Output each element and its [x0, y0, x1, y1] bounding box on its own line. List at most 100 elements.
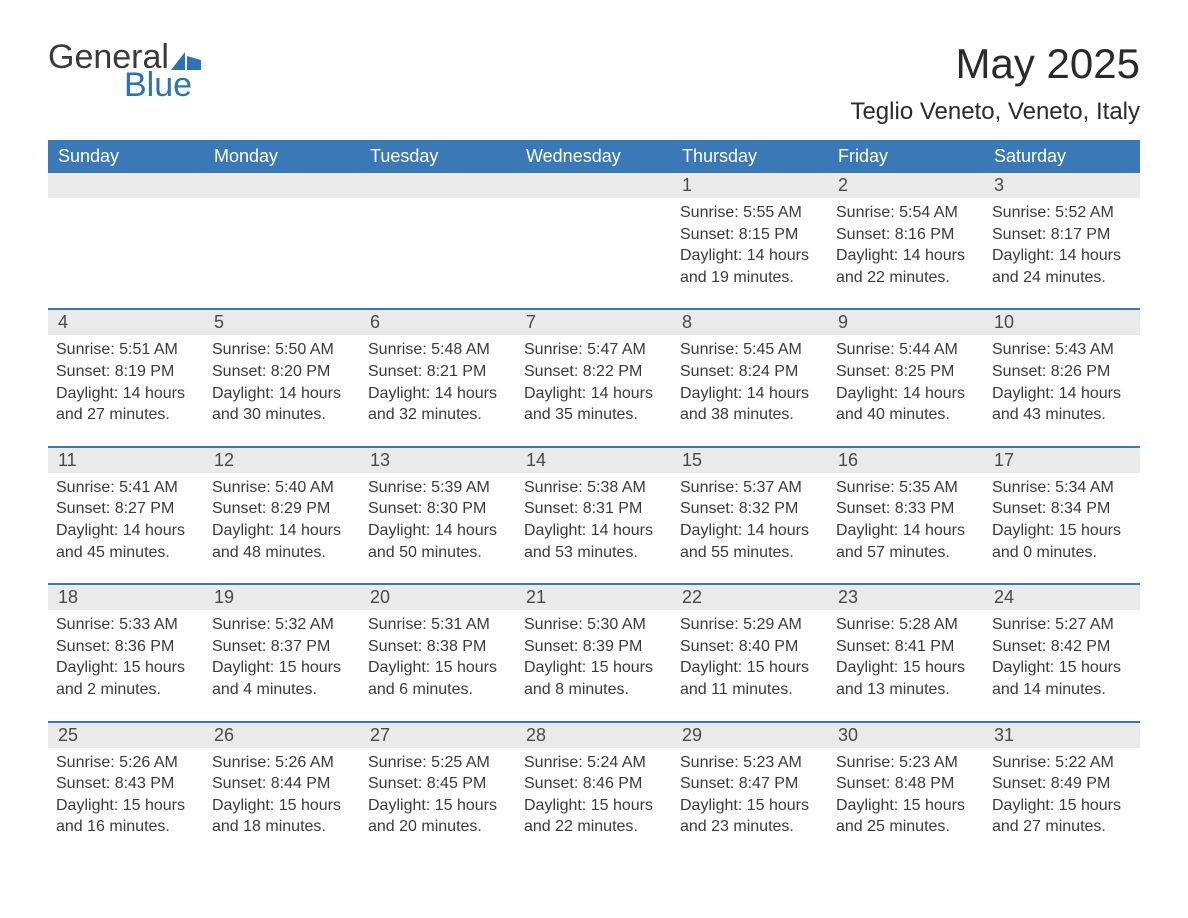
day-number: 19	[204, 585, 360, 610]
sunrise-text: Sunrise: 5:23 AM	[680, 752, 820, 774]
sunrise-text: Sunrise: 5:39 AM	[368, 477, 508, 499]
day-cell: 11Sunrise: 5:41 AMSunset: 8:27 PMDayligh…	[48, 448, 204, 569]
day-cell: 16Sunrise: 5:35 AMSunset: 8:33 PMDayligh…	[828, 448, 984, 569]
day-number: 24	[984, 585, 1140, 610]
day-number	[48, 173, 204, 198]
day-cell: 5Sunrise: 5:50 AMSunset: 8:20 PMDaylight…	[204, 310, 360, 431]
daylight-text: Daylight: 14 hours and 57 minutes.	[836, 520, 976, 563]
day-number: 26	[204, 723, 360, 748]
sunset-text: Sunset: 8:16 PM	[836, 224, 976, 246]
sunrise-text: Sunrise: 5:32 AM	[212, 614, 352, 636]
sunset-text: Sunset: 8:29 PM	[212, 498, 352, 520]
sunset-text: Sunset: 8:47 PM	[680, 773, 820, 795]
sunrise-text: Sunrise: 5:35 AM	[836, 477, 976, 499]
day-body: Sunrise: 5:25 AMSunset: 8:45 PMDaylight:…	[360, 748, 516, 844]
daylight-text: Daylight: 14 hours and 45 minutes.	[56, 520, 196, 563]
dow-monday: Monday	[204, 140, 360, 173]
day-cell: 14Sunrise: 5:38 AMSunset: 8:31 PMDayligh…	[516, 448, 672, 569]
sunset-text: Sunset: 8:22 PM	[524, 361, 664, 383]
day-number: 28	[516, 723, 672, 748]
day-number: 15	[672, 448, 828, 473]
daylight-text: Daylight: 14 hours and 40 minutes.	[836, 383, 976, 426]
sunset-text: Sunset: 8:36 PM	[56, 636, 196, 658]
daylight-text: Daylight: 15 hours and 14 minutes.	[992, 657, 1132, 700]
sunset-text: Sunset: 8:19 PM	[56, 361, 196, 383]
day-body: Sunrise: 5:28 AMSunset: 8:41 PMDaylight:…	[828, 610, 984, 706]
sunrise-text: Sunrise: 5:47 AM	[524, 339, 664, 361]
daylight-text: Daylight: 14 hours and 32 minutes.	[368, 383, 508, 426]
day-body: Sunrise: 5:26 AMSunset: 8:44 PMDaylight:…	[204, 748, 360, 844]
day-cell: 1Sunrise: 5:55 AMSunset: 8:15 PMDaylight…	[672, 173, 828, 294]
day-cell	[360, 173, 516, 294]
day-number: 23	[828, 585, 984, 610]
day-body: Sunrise: 5:24 AMSunset: 8:46 PMDaylight:…	[516, 748, 672, 844]
title-block: May 2025 Teglio Veneto, Veneto, Italy	[850, 40, 1140, 126]
daylight-text: Daylight: 15 hours and 11 minutes.	[680, 657, 820, 700]
day-number	[516, 173, 672, 198]
daylight-text: Daylight: 15 hours and 2 minutes.	[56, 657, 196, 700]
sunrise-text: Sunrise: 5:33 AM	[56, 614, 196, 636]
sunset-text: Sunset: 8:44 PM	[212, 773, 352, 795]
dow-sunday: Sunday	[48, 140, 204, 173]
day-cell: 15Sunrise: 5:37 AMSunset: 8:32 PMDayligh…	[672, 448, 828, 569]
week-row: 1Sunrise: 5:55 AMSunset: 8:15 PMDaylight…	[48, 173, 1140, 294]
day-number: 5	[204, 310, 360, 335]
day-body: Sunrise: 5:47 AMSunset: 8:22 PMDaylight:…	[516, 335, 672, 431]
sunset-text: Sunset: 8:41 PM	[836, 636, 976, 658]
day-body: Sunrise: 5:48 AMSunset: 8:21 PMDaylight:…	[360, 335, 516, 431]
day-cell: 9Sunrise: 5:44 AMSunset: 8:25 PMDaylight…	[828, 310, 984, 431]
day-cell: 24Sunrise: 5:27 AMSunset: 8:42 PMDayligh…	[984, 585, 1140, 706]
daylight-text: Daylight: 15 hours and 22 minutes.	[524, 795, 664, 838]
day-body: Sunrise: 5:23 AMSunset: 8:48 PMDaylight:…	[828, 748, 984, 844]
sunrise-text: Sunrise: 5:24 AM	[524, 752, 664, 774]
daylight-text: Daylight: 14 hours and 48 minutes.	[212, 520, 352, 563]
day-number: 22	[672, 585, 828, 610]
day-number: 2	[828, 173, 984, 198]
sunset-text: Sunset: 8:49 PM	[992, 773, 1132, 795]
day-number: 12	[204, 448, 360, 473]
daylight-text: Daylight: 14 hours and 38 minutes.	[680, 383, 820, 426]
sunset-text: Sunset: 8:34 PM	[992, 498, 1132, 520]
day-number: 25	[48, 723, 204, 748]
day-body: Sunrise: 5:54 AMSunset: 8:16 PMDaylight:…	[828, 198, 984, 294]
daylight-text: Daylight: 15 hours and 23 minutes.	[680, 795, 820, 838]
sunrise-text: Sunrise: 5:22 AM	[992, 752, 1132, 774]
sunset-text: Sunset: 8:25 PM	[836, 361, 976, 383]
day-cell: 21Sunrise: 5:30 AMSunset: 8:39 PMDayligh…	[516, 585, 672, 706]
daylight-text: Daylight: 15 hours and 20 minutes.	[368, 795, 508, 838]
calendar: Sunday Monday Tuesday Wednesday Thursday…	[48, 140, 1140, 844]
sunrise-text: Sunrise: 5:34 AM	[992, 477, 1132, 499]
day-body: Sunrise: 5:39 AMSunset: 8:30 PMDaylight:…	[360, 473, 516, 569]
sunrise-text: Sunrise: 5:31 AM	[368, 614, 508, 636]
day-body: Sunrise: 5:41 AMSunset: 8:27 PMDaylight:…	[48, 473, 204, 569]
sunrise-text: Sunrise: 5:48 AM	[368, 339, 508, 361]
daylight-text: Daylight: 15 hours and 25 minutes.	[836, 795, 976, 838]
sunset-text: Sunset: 8:27 PM	[56, 498, 196, 520]
daylight-text: Daylight: 14 hours and 19 minutes.	[680, 245, 820, 288]
daylight-text: Daylight: 14 hours and 43 minutes.	[992, 383, 1132, 426]
sunset-text: Sunset: 8:26 PM	[992, 361, 1132, 383]
day-cell: 10Sunrise: 5:43 AMSunset: 8:26 PMDayligh…	[984, 310, 1140, 431]
week-row: 18Sunrise: 5:33 AMSunset: 8:36 PMDayligh…	[48, 583, 1140, 706]
weeks-container: 1Sunrise: 5:55 AMSunset: 8:15 PMDaylight…	[48, 173, 1140, 844]
day-number: 17	[984, 448, 1140, 473]
daylight-text: Daylight: 14 hours and 24 minutes.	[992, 245, 1132, 288]
sunset-text: Sunset: 8:46 PM	[524, 773, 664, 795]
day-number	[360, 173, 516, 198]
day-body: Sunrise: 5:51 AMSunset: 8:19 PMDaylight:…	[48, 335, 204, 431]
day-body: Sunrise: 5:45 AMSunset: 8:24 PMDaylight:…	[672, 335, 828, 431]
daylight-text: Daylight: 14 hours and 22 minutes.	[836, 245, 976, 288]
sunset-text: Sunset: 8:21 PM	[368, 361, 508, 383]
day-number: 18	[48, 585, 204, 610]
day-number: 1	[672, 173, 828, 198]
sunset-text: Sunset: 8:48 PM	[836, 773, 976, 795]
day-cell: 19Sunrise: 5:32 AMSunset: 8:37 PMDayligh…	[204, 585, 360, 706]
daylight-text: Daylight: 14 hours and 53 minutes.	[524, 520, 664, 563]
sunrise-text: Sunrise: 5:52 AM	[992, 202, 1132, 224]
week-row: 25Sunrise: 5:26 AMSunset: 8:43 PMDayligh…	[48, 721, 1140, 844]
sunset-text: Sunset: 8:30 PM	[368, 498, 508, 520]
daylight-text: Daylight: 14 hours and 55 minutes.	[680, 520, 820, 563]
day-body: Sunrise: 5:40 AMSunset: 8:29 PMDaylight:…	[204, 473, 360, 569]
day-number: 13	[360, 448, 516, 473]
day-body: Sunrise: 5:38 AMSunset: 8:31 PMDaylight:…	[516, 473, 672, 569]
